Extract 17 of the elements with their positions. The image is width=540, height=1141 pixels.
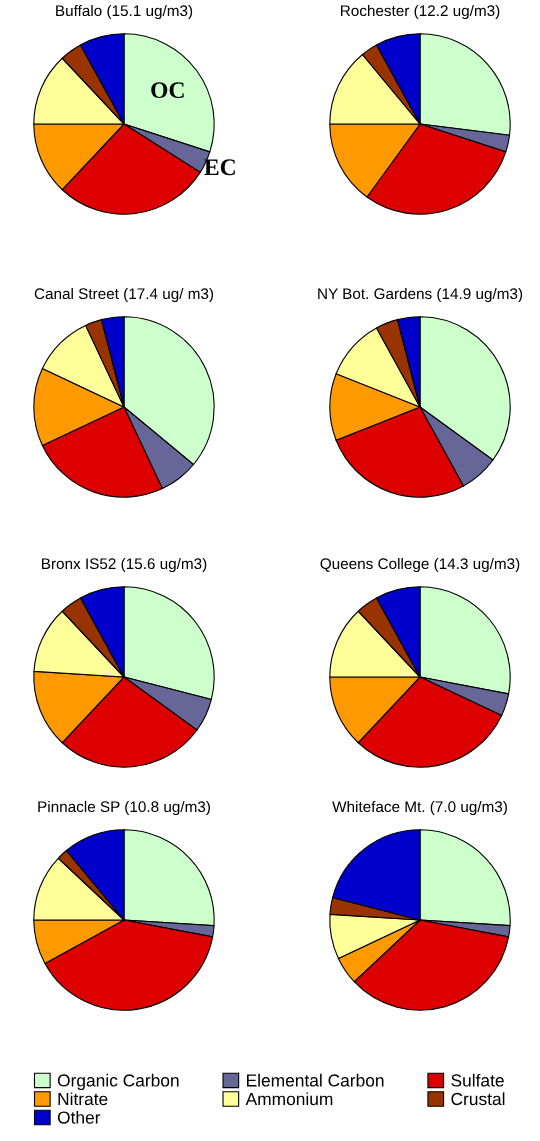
legend-label: Elemental Carbon — [247, 1073, 384, 1087]
chart-title: Bronx IS52 (15.6 ug/m3) — [42, 557, 207, 573]
chart-title: Whiteface Mt. (7.0 ug/m3) — [332, 800, 507, 816]
legend-label: Other — [57, 1110, 101, 1124]
legend-label: Ammonium — [245, 1092, 333, 1106]
chart-title: Buffalo (15.1 ug/m3) — [56, 4, 193, 20]
chart-title: Rochester (12.2 ug/m3) — [341, 4, 500, 20]
chart-title: NY Bot. Gardens (14.9 ug/m3) — [318, 287, 523, 303]
chart-title: Pinnacle SP (10.8 ug/m3) — [38, 800, 210, 816]
legend-label: Sulfate — [451, 1073, 504, 1087]
legend-label: Nitrate — [58, 1092, 108, 1106]
text: OC — [151, 82, 184, 99]
chart-title: Queens College (14.3 ug/m3) — [320, 557, 520, 573]
legend-label: Organic Carbon — [57, 1073, 179, 1091]
chart-title: Canal Street (17.4 ug/ m3) — [34, 287, 214, 303]
text: EC — [204, 159, 235, 176]
legend-label: Crustal — [451, 1092, 505, 1106]
